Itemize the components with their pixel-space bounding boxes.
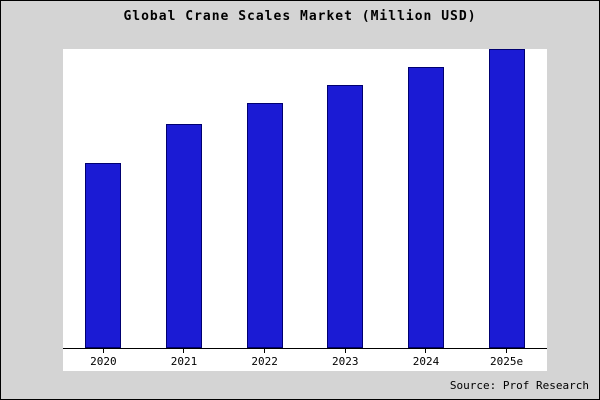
source-note: Source: Prof Research: [449, 379, 589, 392]
bar-2025e: [488, 49, 525, 348]
bar-2021: [165, 123, 202, 348]
bar-2023: [327, 84, 364, 348]
bar-2024: [407, 66, 444, 348]
tick-mark: [264, 349, 266, 353]
x-axis-label: 2022: [251, 355, 278, 368]
plot-area: 2020 2021 2022 2023 2024 2025e: [63, 49, 547, 371]
bar-slot: [245, 49, 285, 348]
x-axis-label: 2023: [332, 355, 359, 368]
tick-mark: [102, 349, 104, 353]
bars-area: [63, 49, 547, 349]
bar-slot: [406, 49, 446, 348]
tick-mark: [344, 349, 346, 353]
x-tick-2024: 2024: [406, 349, 446, 371]
tick-mark: [183, 349, 185, 353]
x-tick-2020: 2020: [83, 349, 123, 371]
bar-slot: [487, 49, 527, 348]
bar-slot: [325, 49, 365, 348]
bar-2022: [246, 102, 283, 348]
x-tick-2021: 2021: [164, 349, 204, 371]
tick-mark: [506, 349, 508, 353]
x-axis-label: 2021: [170, 355, 198, 368]
x-tick-2022: 2022: [245, 349, 285, 371]
x-axis-label: 2024: [412, 355, 440, 368]
bar-slot: [83, 49, 123, 348]
x-axis-labels: 2020 2021 2022 2023 2024 2025e: [63, 349, 547, 371]
chart-title: Global Crane Scales Market (Million USD): [123, 9, 477, 24]
tick-mark: [425, 349, 427, 353]
x-axis-label: 2025e: [490, 355, 524, 368]
x-tick-2025e: 2025e: [487, 349, 527, 371]
x-axis-label: 2020: [90, 355, 117, 368]
x-tick-2023: 2023: [325, 349, 365, 371]
bar-slot: [164, 49, 204, 348]
bar-2020: [85, 162, 122, 348]
